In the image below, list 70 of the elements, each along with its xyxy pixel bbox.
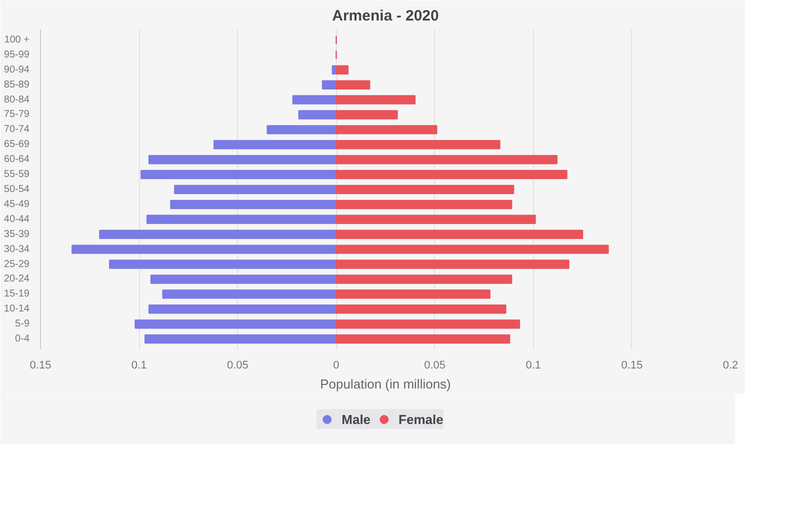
y-tick-label: 15-19 bbox=[4, 288, 30, 300]
bar bbox=[144, 334, 337, 344]
bar bbox=[298, 110, 337, 120]
bar bbox=[170, 200, 337, 210]
bar bbox=[336, 274, 512, 284]
bar bbox=[336, 140, 500, 150]
bar bbox=[146, 214, 337, 224]
bar bbox=[140, 170, 337, 180]
bar bbox=[148, 304, 337, 314]
y-tick-label: 45-49 bbox=[4, 198, 30, 210]
chart-title: Armenia - 2020 bbox=[332, 8, 439, 24]
x-tick-label: 0.2 bbox=[722, 360, 738, 372]
bar bbox=[99, 230, 337, 239]
bar bbox=[336, 290, 490, 299]
bar bbox=[72, 244, 337, 254]
bar bbox=[336, 260, 570, 269]
y-tick-label: 65-69 bbox=[4, 139, 30, 150]
bar bbox=[336, 244, 609, 254]
y-tick-label: 100 + bbox=[4, 34, 30, 46]
bar bbox=[109, 260, 337, 269]
bar bbox=[336, 154, 558, 164]
bar bbox=[148, 154, 337, 164]
bar bbox=[322, 80, 337, 90]
bar bbox=[336, 95, 416, 104]
y-tick-label: 85-89 bbox=[4, 79, 30, 90]
bar bbox=[336, 80, 370, 90]
bar bbox=[336, 170, 568, 180]
y-tick-label: 80-84 bbox=[4, 94, 30, 106]
bar bbox=[336, 334, 510, 344]
bar bbox=[336, 304, 506, 314]
bar bbox=[162, 290, 337, 299]
x-tick-label: 0.15 bbox=[621, 360, 643, 372]
bar bbox=[336, 319, 520, 329]
x-tick-label: 0 bbox=[333, 360, 340, 372]
y-tick-label: 5-9 bbox=[15, 318, 30, 330]
y-tick-label: 0-4 bbox=[15, 334, 30, 345]
bar bbox=[174, 184, 337, 194]
bar bbox=[213, 140, 337, 150]
bar bbox=[336, 230, 584, 239]
y-tick-label: 20-24 bbox=[4, 274, 30, 285]
y-tick-label: 10-14 bbox=[4, 304, 30, 315]
bar bbox=[336, 65, 349, 74]
bar bbox=[336, 125, 438, 134]
x-tick-label: 0.05 bbox=[424, 360, 446, 372]
y-tick-label: 40-44 bbox=[4, 214, 30, 225]
bar bbox=[336, 184, 514, 194]
y-tick-label: 25-29 bbox=[4, 258, 30, 270]
bar bbox=[336, 200, 512, 210]
y-tick-label: 50-54 bbox=[4, 184, 30, 195]
y-tick-label: 95-99 bbox=[4, 49, 30, 60]
bar bbox=[134, 319, 337, 329]
bar bbox=[336, 110, 398, 120]
bar bbox=[150, 274, 337, 284]
y-tick-label: 30-34 bbox=[4, 244, 30, 255]
y-tick-label: 75-79 bbox=[4, 109, 30, 120]
bar bbox=[292, 95, 337, 104]
legend-label: Female bbox=[398, 412, 444, 426]
x-tick-label: 0.05 bbox=[226, 360, 248, 372]
y-tick-label: 55-59 bbox=[4, 169, 30, 180]
x-tick-label: 0.1 bbox=[526, 360, 542, 372]
y-tick-label: 90-94 bbox=[4, 64, 30, 76]
legend-label: Male bbox=[342, 412, 371, 426]
y-tick-label: 70-74 bbox=[4, 124, 30, 136]
bar bbox=[336, 214, 536, 224]
x-axis-title: Population (in millions) bbox=[320, 376, 451, 392]
y-tick-label: 60-64 bbox=[4, 154, 30, 166]
x-tick-label: 0.1 bbox=[131, 360, 147, 372]
bar bbox=[266, 125, 337, 134]
y-tick-label: 35-39 bbox=[4, 228, 30, 240]
x-tick-label: 0.15 bbox=[30, 360, 52, 372]
